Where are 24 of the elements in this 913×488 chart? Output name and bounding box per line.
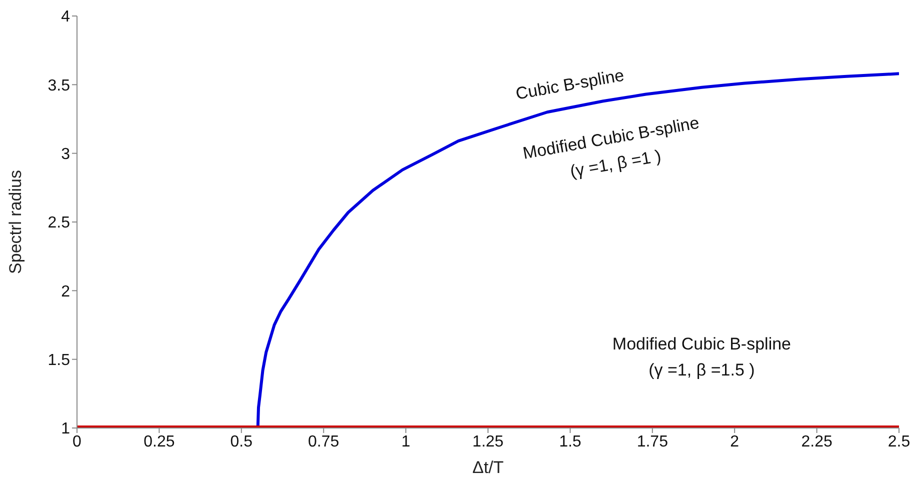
- x-tick-label: 1.25: [472, 433, 504, 450]
- line-series: [256, 72, 899, 428]
- y-tick-label: 3.5: [48, 77, 70, 94]
- x-tick-label: 0.5: [230, 433, 253, 450]
- annotation: Modified Cubic B-spline (γ =1, β =1 ): [522, 114, 701, 182]
- x-tick-label: 0: [72, 433, 82, 450]
- x-tick-label: 1: [401, 433, 410, 450]
- x-tick-label: 0.25: [144, 433, 175, 450]
- annotation: Modified Cubic B-spline (γ =1, β =1.5 ): [612, 335, 792, 380]
- x-tick-label: 1.75: [636, 433, 668, 450]
- y-tick-label: 1: [61, 420, 70, 438]
- annotation: Cubic B-spline: [514, 66, 626, 104]
- x-tick-label: 2.25: [801, 433, 832, 450]
- y-tick-label: 2.5: [48, 214, 70, 232]
- x-axis-title: Δt/T: [472, 458, 504, 478]
- x-tick-label: 2.5: [888, 433, 910, 450]
- y-tick-label: 3: [61, 146, 70, 164]
- y-tick-label: 1.5: [48, 352, 70, 370]
- y-tick-label: 4: [61, 8, 70, 26]
- y-tick-label: 2: [61, 283, 70, 300]
- y-axis-title: Spectrl radius: [6, 170, 26, 274]
- x-tick-label: 1.5: [559, 433, 582, 450]
- x-tick-label: 0.75: [308, 433, 340, 450]
- x-tick-label: 2: [730, 433, 740, 450]
